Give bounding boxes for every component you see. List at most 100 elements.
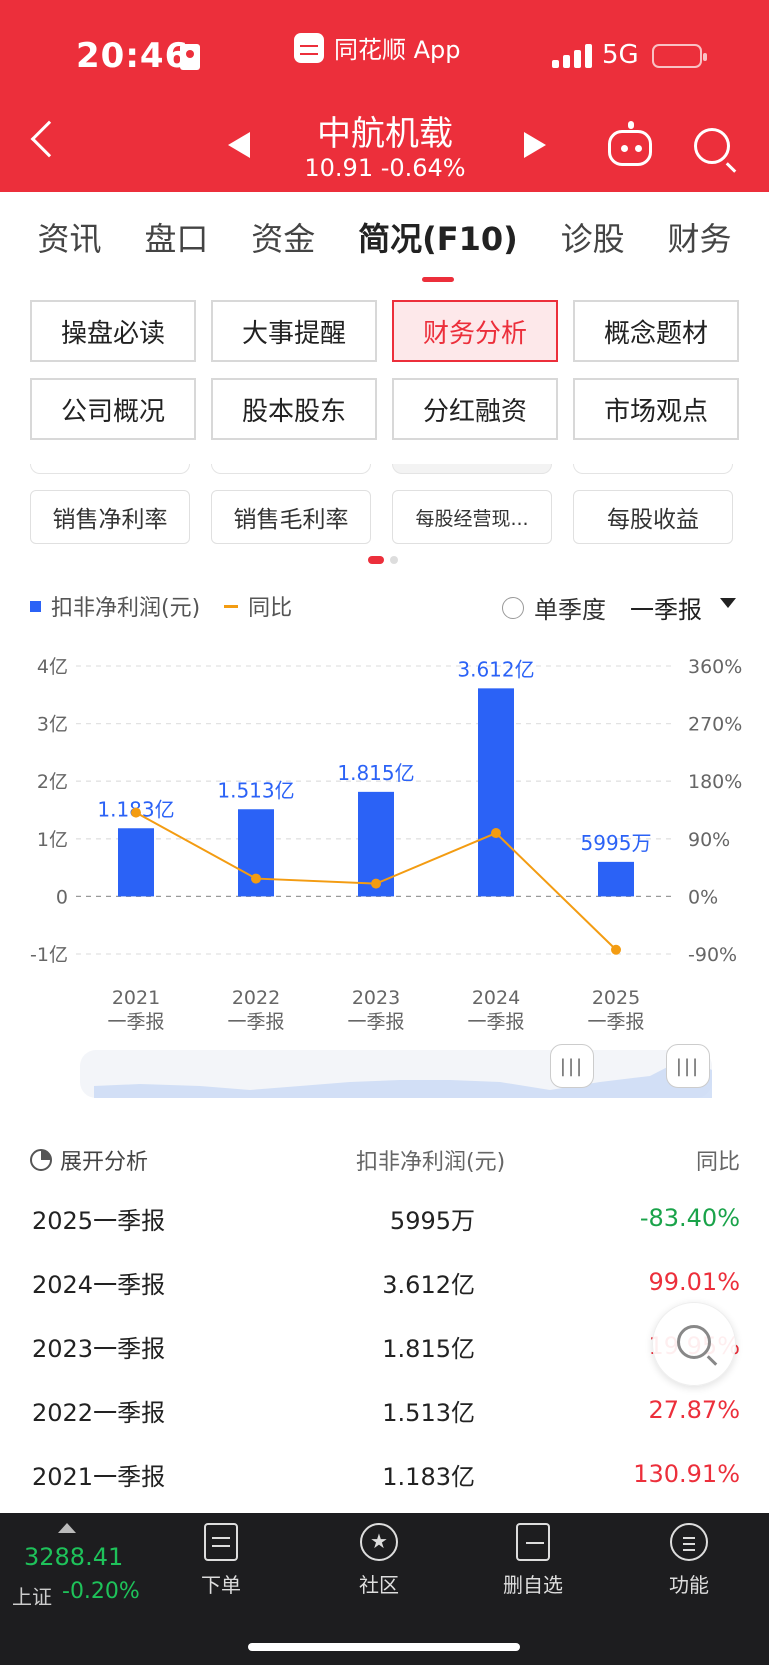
y-left-tick-label: -1亿 <box>30 944 68 966</box>
x-tick-period: 一季报 <box>227 1011 284 1033</box>
tab-finance[interactable]: 财务 <box>667 220 732 258</box>
bar-legend-swatch <box>30 600 41 612</box>
bar-legend-label: 扣非净利润(元) <box>51 596 201 621</box>
tab-news[interactable]: 资讯 <box>37 220 102 258</box>
y-right-tick-label: 180% <box>688 771 742 793</box>
app-logo-icon <box>294 32 324 63</box>
y-right-tick-label: 0% <box>688 886 718 908</box>
nav-label: 功能 <box>669 1573 709 1597</box>
lock-icon <box>180 44 200 70</box>
network-label: 5G <box>602 40 639 70</box>
row-yoy: -83.40% <box>639 1204 740 1232</box>
pie-chart-icon[interactable] <box>30 1149 52 1171</box>
nav-label: 社区 <box>359 1573 399 1597</box>
robot-assistant-icon[interactable] <box>608 121 652 166</box>
chart-range-scroller[interactable]: ||| ||| <box>80 1044 712 1098</box>
expand-analysis-link[interactable]: 展开分析 <box>60 1150 149 1175</box>
yoy-point <box>371 878 381 889</box>
row-period: 2025一季报 <box>32 1206 166 1235</box>
range-handle-right[interactable]: ||| <box>666 1044 710 1088</box>
index-name: 上证 <box>12 1585 52 1609</box>
bar-data-label: 5995万 <box>581 831 652 855</box>
chip-operating-cashflow-per-share[interactable]: 每股经营现... <box>392 490 552 544</box>
nav-remove-watchlist-button[interactable]: 删自选 <box>488 1523 578 1598</box>
section-button-company-profile[interactable]: 公司概况 <box>30 378 196 440</box>
remove-watchlist-icon <box>516 1523 550 1561</box>
chart-bar <box>118 828 154 897</box>
tab-quote[interactable]: 盘口 <box>144 220 209 258</box>
signal-icon <box>552 44 592 68</box>
line-legend-label: 同比 <box>248 596 293 621</box>
scrolled-chip-row-edge <box>30 464 740 476</box>
table-header: 展开分析 扣非净利润(元) 同比 <box>30 1140 740 1180</box>
dropdown-caret-icon[interactable] <box>720 598 736 608</box>
y-right-tick-label: 90% <box>688 829 730 851</box>
bottom-bar: 3288.41 上证 -0.20% 下单 社区 删自选 功能 <box>0 1513 769 1665</box>
metric-chip-row: 销售净利率 销售毛利率 每股经营现... 每股收益 <box>30 490 740 544</box>
index-expand-icon[interactable] <box>58 1523 76 1533</box>
y-right-tick-label: 270% <box>688 714 742 736</box>
section-button-trading-guide[interactable]: 操盘必读 <box>30 300 196 362</box>
chip-net-margin[interactable]: 销售净利率 <box>30 490 190 544</box>
chip-eps[interactable]: 每股收益 <box>573 490 733 544</box>
menu-icon <box>670 1523 708 1561</box>
floating-search-button[interactable] <box>652 1302 736 1386</box>
report-period-select[interactable]: 一季报 <box>630 596 702 624</box>
section-button-dividends[interactable]: 分红融资 <box>392 378 558 440</box>
radio-icon[interactable] <box>502 596 524 619</box>
x-tick-period: 一季报 <box>107 1011 164 1033</box>
f10-section-grid: 操盘必读 大事提醒 财务分析 概念题材 公司概况 股本股东 分红融资 市场观点 <box>30 300 740 440</box>
prev-stock-button[interactable] <box>228 132 250 158</box>
section-button-shareholders[interactable]: 股本股东 <box>211 378 377 440</box>
nav-community-button[interactable]: 社区 <box>334 1523 424 1598</box>
section-button-market-views[interactable]: 市场观点 <box>573 378 739 440</box>
row-period: 2023一季报 <box>32 1334 166 1363</box>
table-row[interactable]: 2025一季报 5995万 -83.40% <box>30 1186 740 1250</box>
single-quarter-toggle[interactable]: 单季度 <box>502 590 606 625</box>
search-icon[interactable] <box>694 128 730 164</box>
line-legend-swatch <box>224 604 239 608</box>
table-row[interactable]: 2022一季报 1.513亿 27.87% <box>30 1378 740 1442</box>
home-indicator[interactable] <box>248 1643 520 1651</box>
yoy-point <box>131 807 141 818</box>
next-stock-button[interactable] <box>524 132 546 158</box>
table-row[interactable]: 2021一季报 1.183亿 130.91% <box>30 1442 740 1506</box>
page-indicator <box>368 556 398 564</box>
bar-data-label: 1.513亿 <box>217 778 294 802</box>
range-handle-left[interactable]: ||| <box>550 1044 594 1088</box>
index-change: -0.20% <box>62 1579 140 1604</box>
x-tick-period: 一季报 <box>467 1011 524 1033</box>
nav-order-button[interactable]: 下单 <box>176 1523 266 1598</box>
app-badge: 同花顺 App <box>294 30 461 65</box>
y-left-tick-label: 2亿 <box>37 771 68 793</box>
tab-f10[interactable]: 简况(F10) <box>354 214 522 282</box>
table-row[interactable]: 2024一季报 3.612亿 99.01% <box>30 1250 740 1314</box>
row-yoy: 27.87% <box>648 1396 740 1424</box>
x-tick-year: 2022 <box>232 987 280 1009</box>
y-right-tick-label: 360% <box>688 656 742 678</box>
row-yoy: 99.01% <box>648 1268 740 1296</box>
index-value[interactable]: 3288.41 <box>24 1543 124 1571</box>
section-button-events[interactable]: 大事提醒 <box>211 300 377 362</box>
chip-gross-margin[interactable]: 销售毛利率 <box>211 490 371 544</box>
section-button-financial-analysis[interactable]: 财务分析 <box>392 300 558 362</box>
profit-table: 2025一季报 5995万 -83.40% 2024一季报 3.612亿 99.01% 20… <box>30 1186 740 1506</box>
status-time: 20:46 <box>76 36 190 76</box>
section-button-concepts[interactable]: 概念题材 <box>573 300 739 362</box>
y-left-tick-label: 3亿 <box>37 714 68 736</box>
tab-diagnosis[interactable]: 诊股 <box>560 220 625 258</box>
order-icon <box>204 1523 238 1561</box>
profit-chart: -1亿-90%00%1亿90%2亿180%3亿270%4亿360%1.183亿1… <box>30 656 742 1033</box>
scroller-mini-chart <box>94 1058 712 1098</box>
row-period: 2024一季报 <box>32 1270 166 1299</box>
nav-label: 删自选 <box>503 1573 563 1597</box>
yoy-point <box>611 944 621 955</box>
app-header: 20:46 同花顺 App 5G 中航机载 10.91 -0.64% <box>0 0 769 192</box>
nav-label: 下单 <box>201 1573 241 1597</box>
x-tick-year: 2024 <box>472 987 520 1009</box>
main-tabs: 资讯 盘口 资金 简况(F10) 诊股 财务 <box>0 192 769 282</box>
nav-functions-button[interactable]: 功能 <box>644 1523 734 1598</box>
back-button[interactable] <box>30 120 68 158</box>
tab-funds[interactable]: 资金 <box>251 220 316 258</box>
